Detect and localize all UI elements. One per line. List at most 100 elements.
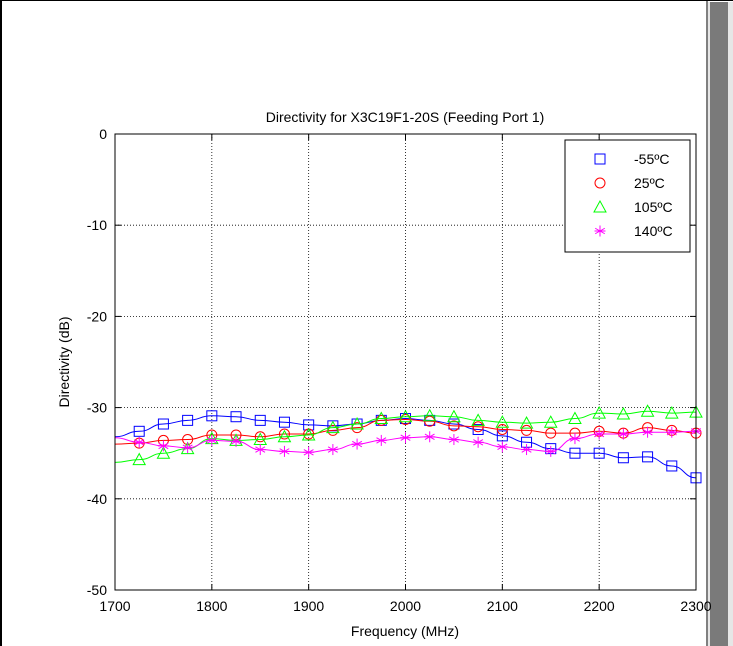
- data-point-circle-shape: [496, 423, 508, 435]
- data-point-triangle: [156, 446, 171, 459]
- data-point-triangle-shape: [422, 408, 437, 422]
- data-point-circle: [472, 421, 484, 433]
- data-point-triangle-shape: [616, 406, 631, 420]
- data-point-square: [642, 451, 654, 463]
- data-point-star: [157, 440, 169, 452]
- data-point-circle: [545, 427, 557, 439]
- y-tick-label: -40: [87, 491, 107, 507]
- data-point-star: [182, 442, 194, 454]
- legend-label-3: 140ºC: [634, 223, 673, 239]
- data-point-star: [254, 444, 266, 456]
- legend-label-2: 105ºC: [634, 199, 673, 215]
- legend: -55ºC 25ºC 105ºC 140ºC: [564, 139, 691, 253]
- legend-entry-3: 140ºC: [594, 223, 673, 239]
- legend-marker-triangle-icon: [593, 199, 607, 213]
- x-tick-label: 2100: [487, 598, 518, 614]
- data-point-triangle-shape: [326, 420, 340, 434]
- data-point-square-shape: [569, 447, 581, 459]
- data-point-square-shape: [593, 447, 605, 459]
- data-point-star: [666, 426, 678, 438]
- data-point-circle-shape: [278, 428, 290, 440]
- data-point-triangle: [592, 406, 607, 419]
- legend-marker-circle-icon: [594, 177, 606, 189]
- data-point-square-shape: [254, 414, 266, 426]
- data-point-triangle: [326, 420, 340, 434]
- data-point-triangle: [350, 416, 364, 430]
- data-point-triangle: [616, 406, 631, 420]
- data-point-triangle-shape: [664, 406, 679, 419]
- data-point-star: [521, 444, 533, 456]
- legend-marker-triangle-shape: [593, 199, 607, 213]
- data-point-circle-shape: [448, 420, 460, 432]
- data-point-triangle-shape: [132, 452, 147, 466]
- legend-marker-circle: [594, 177, 606, 189]
- data-point-triangle-shape: [640, 404, 655, 417]
- data-point-square: [472, 423, 484, 435]
- chart-title: Directivity for X3C19F1-20S (Feeding Por…: [266, 109, 545, 125]
- data-point-square-shape: [133, 425, 145, 437]
- series-2: [114, 404, 703, 466]
- data-point-square: [278, 416, 290, 428]
- data-point-triangle-shape: [495, 415, 510, 428]
- data-point-circle-shape: [472, 421, 484, 433]
- data-point-triangle-shape: [568, 411, 582, 425]
- x-tick-label: 2000: [390, 598, 421, 614]
- data-point-star: [448, 434, 460, 446]
- right-strip-shadow: [710, 2, 728, 646]
- data-point-square-shape: [230, 411, 242, 423]
- series-1: [114, 413, 702, 449]
- x-tick-label: 2300: [680, 598, 711, 614]
- series-3: [114, 425, 702, 458]
- data-point-triangle: [398, 409, 413, 423]
- legend-marker-square-icon: [594, 153, 606, 165]
- data-point-square: [617, 452, 629, 464]
- data-point-square: [569, 447, 581, 459]
- data-point-square-shape: [157, 418, 169, 430]
- data-point-star: [303, 446, 315, 458]
- data-point-square-shape: [182, 414, 194, 426]
- data-point-square: [206, 410, 218, 422]
- data-point-star: [545, 445, 557, 457]
- data-point-circle-shape: [545, 427, 557, 439]
- data-point-star: [424, 431, 436, 443]
- data-point-triangle: [568, 411, 582, 425]
- data-point-square: [133, 425, 145, 437]
- data-point-circle: [375, 414, 387, 426]
- data-point-triangle: [664, 406, 679, 419]
- y-tick-label: -20: [87, 308, 107, 324]
- x-tick-label: 2200: [584, 598, 615, 614]
- y-axis-title: Directivity (dB): [56, 316, 72, 407]
- data-point-circle: [448, 420, 460, 432]
- data-point-triangle: [422, 408, 437, 422]
- data-point-star: [472, 436, 484, 448]
- data-point-circle: [278, 428, 290, 440]
- data-point-triangle-shape: [398, 409, 413, 423]
- legend-marker-star: [594, 225, 606, 237]
- x-tick-label: 1800: [196, 598, 227, 614]
- data-point-square-shape: [642, 451, 654, 463]
- data-point-triangle: [495, 415, 510, 428]
- legend-entry-0: -55ºC: [594, 151, 669, 167]
- tick-layer: 1700 1800 1900 2000 2100 2200 2300 0 -10 -20 -30 -4…: [87, 126, 712, 614]
- data-point-star: [642, 426, 654, 438]
- data-point-circle: [254, 431, 266, 443]
- data-point-star: [569, 433, 581, 445]
- data-point-triangle-shape: [374, 411, 389, 425]
- data-point-star: [206, 434, 218, 446]
- data-point-star: [496, 441, 508, 453]
- data-point-square-shape: [617, 452, 629, 464]
- data-point-star: [400, 432, 411, 444]
- y-tick-label: 0: [99, 126, 107, 142]
- legend-box: [564, 139, 691, 253]
- data-point-square-shape: [278, 416, 290, 428]
- y-tick-label: -30: [87, 400, 107, 416]
- data-point-triangle: [519, 416, 534, 429]
- legend-label-0: -55ºC: [634, 151, 669, 167]
- data-point-star: [351, 438, 363, 450]
- legend-marker-circle-shape: [594, 177, 606, 189]
- data-point-star: [278, 445, 290, 457]
- x-tick-label: 1900: [293, 598, 324, 614]
- data-point-triangle-shape: [471, 413, 485, 426]
- data-point-triangle: [132, 452, 147, 466]
